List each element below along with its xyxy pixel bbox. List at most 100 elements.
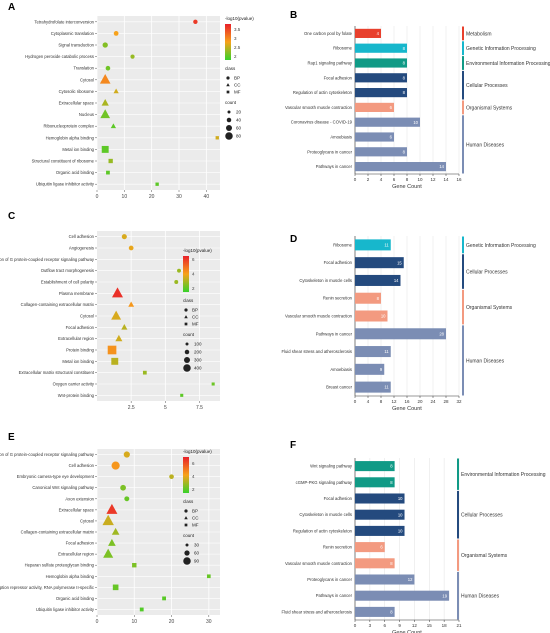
term-label: Tetrahydrofolate interconversion xyxy=(34,19,94,24)
count-legend-label: 40 xyxy=(236,118,242,123)
term-label: Organic acid binding xyxy=(56,596,95,601)
group-label: Environmental Information Processing xyxy=(466,61,550,67)
bar-category-label: Proteoglycans in cancer xyxy=(307,577,352,582)
term-label: Hemoglobin alpha binding xyxy=(46,574,95,579)
term-label: Extracellular region xyxy=(58,552,95,557)
data-point xyxy=(111,357,119,365)
data-point xyxy=(128,245,134,251)
x-tick-label: 30 xyxy=(206,619,212,625)
term-label: Protein binding xyxy=(66,348,95,353)
term-label: Signal transduction xyxy=(58,43,94,48)
x-axis-title: Gene Count xyxy=(392,630,422,633)
panel-label: F xyxy=(290,440,296,451)
data-point xyxy=(120,484,126,491)
term-label: Extracellular region xyxy=(58,336,95,341)
bar xyxy=(355,274,401,286)
class-legend-symbol xyxy=(184,523,188,527)
bar-category-label: Proteoglycans in cancer xyxy=(307,149,352,154)
kegg-barplot-B: 0 2 4 6 8 10 12 14 16 Gene Count 4 One carbon pool … xyxy=(285,26,550,190)
bar-value-label: 10 xyxy=(398,512,403,517)
bar-value-label: 14 xyxy=(394,278,399,283)
class-legend-symbol xyxy=(184,322,188,326)
bar-value-label: 10 xyxy=(398,496,403,501)
count-legend-symbol xyxy=(226,125,232,131)
data-point xyxy=(215,136,219,140)
term-label: Hydrogen peroxide catabolic process xyxy=(25,54,94,59)
class-legend-label: CC xyxy=(192,315,199,320)
count-legend-symbol xyxy=(183,364,191,372)
colorbar-tick-label: 6 xyxy=(192,461,195,466)
go-dotplot-E: 0 10 20 30 Regulation of G protein-coupled r… xyxy=(0,449,220,625)
term-label: Ubiquitin ligase inhibitor activity xyxy=(36,182,95,187)
bar-category-label: Pathways in cancer xyxy=(316,164,353,169)
bar-category-label: One carbon pool by folate xyxy=(304,31,353,36)
panel-label: E xyxy=(8,432,15,443)
data-point xyxy=(111,310,122,320)
x-tick-label: 0 xyxy=(96,619,99,625)
group-bracket xyxy=(457,458,459,490)
count-legend-label: 60 xyxy=(194,551,200,556)
bar-category-label: Fluid shear stress and atherosclerosis xyxy=(281,349,352,354)
group-label: Organismal Systems xyxy=(466,305,513,311)
bar-category-label: Focal adhesion xyxy=(324,260,353,265)
bar xyxy=(355,590,450,601)
class-legend-label: MF xyxy=(192,322,199,327)
bar xyxy=(355,147,407,157)
bar-category-label: Ribosome xyxy=(333,46,353,51)
bar xyxy=(355,58,407,68)
data-point xyxy=(169,474,174,479)
x-tick-label: 4 xyxy=(380,177,383,182)
data-point xyxy=(132,562,137,568)
bar-value-label: 10 xyxy=(381,314,386,319)
colorbar-tick-label: 2 xyxy=(192,487,195,492)
bar-value-label: 10 xyxy=(413,120,418,125)
colorbar-tick-label: 6 xyxy=(192,257,195,262)
pvalue-legend-title: -log10(pvalue) xyxy=(225,16,254,21)
class-legend-label: MF xyxy=(234,90,241,95)
data-point xyxy=(121,323,128,330)
colorbar-tick-label: 4 xyxy=(192,474,195,479)
count-legend-label: 60 xyxy=(236,126,242,131)
data-point xyxy=(113,31,119,36)
pvalue-colorbar xyxy=(183,457,189,493)
bar-value-label: 8 xyxy=(403,46,406,51)
term-label: Cytosolic ribosome xyxy=(59,89,95,94)
count-legend-label: 20 xyxy=(236,110,242,115)
bar-value-label: 9 xyxy=(380,367,383,372)
x-tick-label: 10 xyxy=(122,194,128,200)
bar xyxy=(355,381,391,393)
data-point xyxy=(128,301,135,307)
panel-label: B xyxy=(290,10,297,21)
group-bracket xyxy=(457,539,459,571)
pvalue-legend-title: -log10(pvalue) xyxy=(183,449,212,454)
data-point xyxy=(99,74,111,84)
kegg-barplot-F: 0 3 6 9 12 15 18 21 Gene Count 8 Wnt signaling pat… xyxy=(281,458,546,633)
class-legend-label: BP xyxy=(192,509,198,514)
count-legend-symbol xyxy=(184,550,190,556)
data-point xyxy=(106,170,110,175)
class-legend-symbol xyxy=(184,509,188,513)
data-point xyxy=(105,65,111,71)
data-point xyxy=(142,370,147,375)
count-legend-symbol xyxy=(184,357,190,363)
bar-value-label: 8 xyxy=(403,61,406,66)
bar xyxy=(355,509,405,520)
term-label: Cell adhesion xyxy=(69,463,95,468)
data-point xyxy=(124,496,130,502)
count-legend-symbol xyxy=(185,342,189,346)
class-legend-symbol xyxy=(226,76,230,80)
data-point xyxy=(113,88,119,94)
pvalue-colorbar xyxy=(183,256,189,292)
group-bracket xyxy=(462,236,464,254)
x-tick-label: 2 xyxy=(367,177,370,182)
bar-value-label: 12 xyxy=(408,577,413,582)
term-label: Angiogenesis xyxy=(69,246,94,251)
bar xyxy=(355,132,394,142)
class-legend-label: BP xyxy=(192,308,198,313)
go-dotplot-A: 0 10 20 30 40 Tetrahydrofolate interconversio… xyxy=(25,16,254,200)
class-legend-title: class xyxy=(183,298,194,303)
colorbar-tick-label: 4 xyxy=(192,272,195,277)
count-legend-label: 300 xyxy=(194,358,202,363)
term-label: Cell adhesion xyxy=(69,234,95,239)
bar-category-label: Cytoskeleton in muscle cells xyxy=(299,278,352,283)
